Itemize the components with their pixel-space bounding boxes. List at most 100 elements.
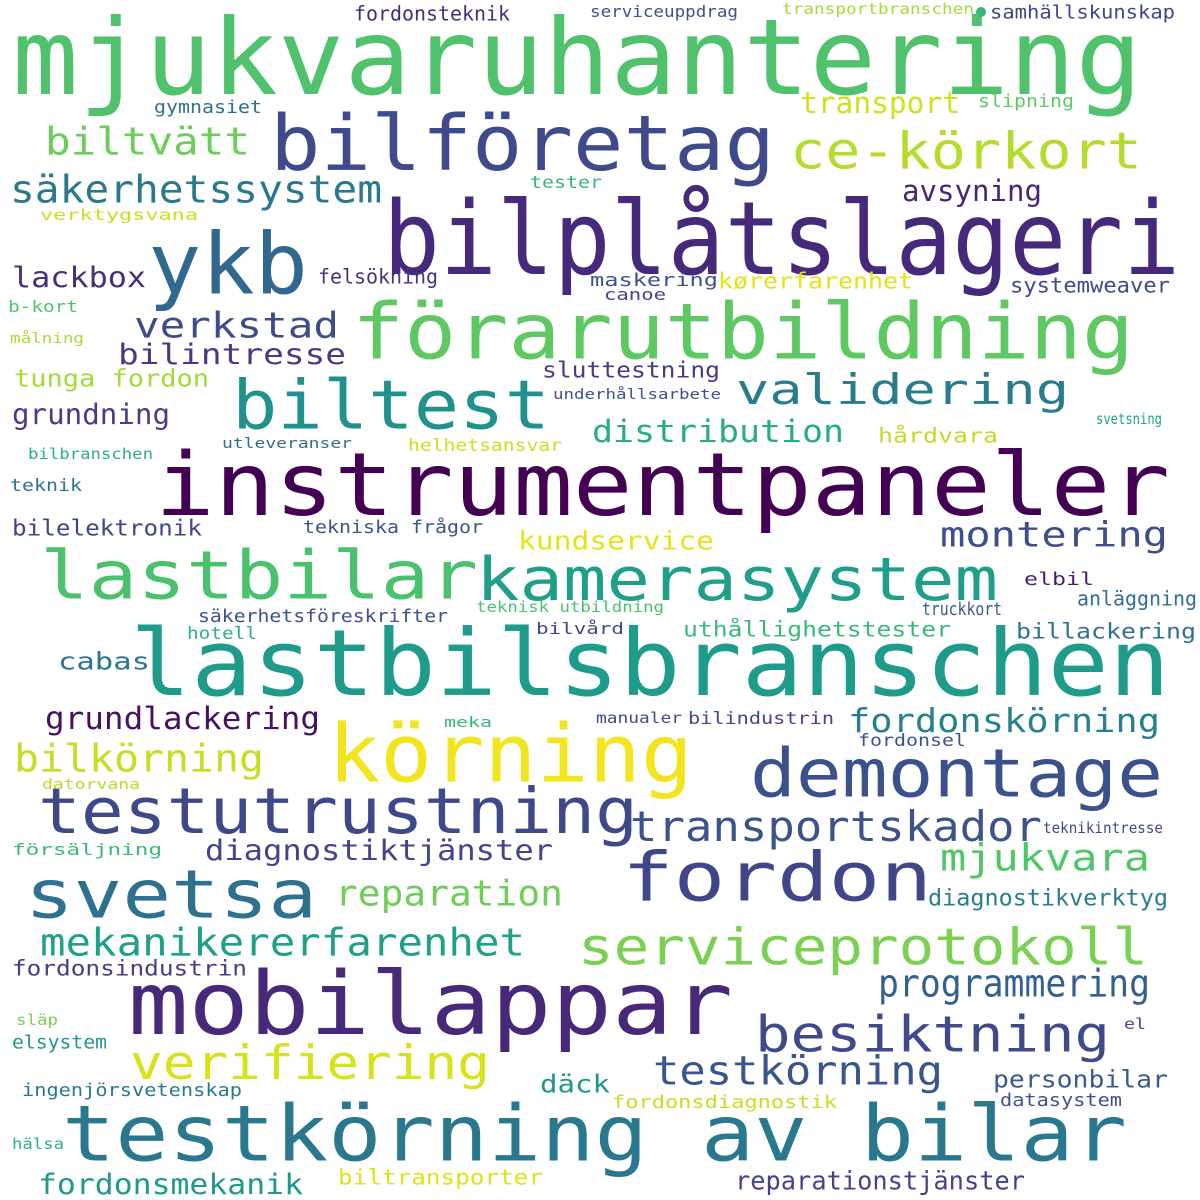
cloud-word: bilkörning bbox=[14, 736, 264, 781]
cloud-word: mjukvara bbox=[940, 837, 1150, 880]
cloud-word: avsyning bbox=[902, 175, 1042, 209]
cloud-word: testutrustning bbox=[38, 775, 638, 849]
cloud-word: däck bbox=[540, 1070, 610, 1099]
cloud-word: distribution bbox=[592, 413, 844, 450]
cloud-word: biltransporter bbox=[338, 1166, 543, 1191]
cloud-word: tester bbox=[530, 173, 602, 193]
cloud-word: datasystem bbox=[1000, 1089, 1122, 1111]
cloud-word: transport bbox=[800, 87, 960, 121]
cloud-word: kørerfarenhet bbox=[718, 268, 913, 295]
cloud-word: slipning bbox=[978, 90, 1074, 112]
cloud-word: bilplåtslageri bbox=[383, 179, 1180, 299]
cloud-word: ce-körkort bbox=[790, 121, 1142, 181]
cloud-word: släp bbox=[16, 1011, 58, 1029]
cloud-word: fordonsmekanik bbox=[38, 1169, 303, 1200]
cloud-word: fordonsdiagnostik bbox=[612, 1091, 837, 1113]
cloud-word: programmering bbox=[878, 961, 1150, 1006]
cloud-word: besiktning bbox=[755, 1005, 1110, 1064]
cloud-word: felsökning bbox=[318, 266, 438, 290]
cloud-word: diagnostiktjänster bbox=[205, 835, 553, 868]
cloud-word: biltvätt bbox=[45, 119, 250, 164]
cloud-word: helhetsansvar bbox=[408, 436, 562, 456]
cloud-word: lackbox bbox=[12, 262, 146, 295]
cloud-word: truckkort bbox=[922, 598, 1002, 620]
cloud-word: hotell bbox=[187, 624, 257, 644]
cloud-word: verktygsvana bbox=[40, 206, 198, 224]
cloud-word: systemweaver bbox=[1010, 274, 1170, 299]
cloud-word: anläggning bbox=[1077, 588, 1197, 612]
cloud-word: sluttestning bbox=[542, 357, 720, 384]
cloud-word: b-kort bbox=[8, 298, 78, 317]
cloud-word: bilföretag bbox=[270, 98, 775, 189]
cloud-word: bilvård bbox=[536, 620, 624, 639]
cloud-word: tekniska frågor bbox=[303, 516, 483, 538]
cloud-word: fordonsel bbox=[858, 731, 966, 751]
cloud-word: kamerasystem bbox=[476, 545, 998, 615]
cloud-word: elsystem bbox=[12, 1031, 107, 1054]
cloud-word: billackering bbox=[1016, 620, 1196, 645]
cloud-word: förarutbildning bbox=[352, 286, 1134, 378]
cloud-word: utleveranser bbox=[222, 435, 352, 452]
cloud-word: reparationstjänster bbox=[735, 1165, 1025, 1196]
cloud-word: ingenjörsvetenskap bbox=[22, 1079, 242, 1101]
cloud-word: diagnostikverktyg bbox=[928, 884, 1168, 912]
cloud-word: fordonsteknik bbox=[354, 3, 510, 27]
cloud-word: demontage bbox=[750, 735, 1163, 814]
cloud-word: serviceprotokoll bbox=[578, 917, 1148, 977]
cloud-word: säkerhetssystem bbox=[10, 167, 383, 212]
cloud-word: transportbranschen bbox=[782, 0, 974, 18]
cloud-word: transportskador bbox=[630, 802, 1042, 852]
cloud-word: försäljning bbox=[12, 841, 162, 860]
cloud-word: teknik bbox=[10, 476, 82, 496]
cloud-word: testkörning av bilar bbox=[62, 1088, 1127, 1180]
cloud-word: fordonsindustrin bbox=[12, 957, 247, 982]
cloud-word: teknikintresse bbox=[1043, 819, 1163, 837]
cloud-word: samhällskunskap bbox=[990, 1, 1175, 24]
cloud-word: fordon bbox=[622, 838, 932, 918]
cloud-word: mobilappar bbox=[128, 954, 733, 1056]
cloud-word: svetsa bbox=[25, 856, 317, 935]
cloud-word: underhållsarbete bbox=[553, 386, 721, 403]
cloud-word: lastbilsbranschen bbox=[130, 610, 1170, 718]
cloud-word: bilelektronik bbox=[12, 515, 202, 542]
cloud-word: elbil bbox=[1024, 568, 1094, 590]
cloud-word: meka bbox=[444, 714, 492, 731]
cloud-word: instrumentpaneler bbox=[155, 435, 1170, 537]
cloud-word: lastbilar bbox=[40, 537, 478, 616]
cloud-word: testkörning bbox=[653, 1048, 943, 1095]
cloud-word: bilintresse bbox=[118, 339, 346, 372]
cloud-word: teknisk utbildning bbox=[476, 598, 664, 616]
cloud-word: hårdvara bbox=[878, 425, 998, 449]
cloud-word: validering bbox=[736, 365, 1069, 415]
cloud-word: el bbox=[1124, 1015, 1146, 1033]
cloud-word: tunga fordon bbox=[14, 365, 209, 393]
cloud-word: grundning bbox=[12, 399, 170, 432]
cloud-word: kundservice bbox=[518, 525, 714, 556]
cloud-word: manualer bbox=[596, 709, 682, 727]
cloud-word: fordonskörning bbox=[848, 702, 1160, 741]
cloud-word: hälsa bbox=[12, 1135, 64, 1153]
cloud-word: datorvana bbox=[42, 776, 140, 793]
cloud-word: målning bbox=[10, 330, 84, 347]
cloud-word: gymnasiet bbox=[154, 96, 262, 118]
cloud-word: bilindustrin bbox=[688, 709, 834, 729]
cloud-word: reparation bbox=[335, 873, 563, 915]
cloud-word: biltest bbox=[232, 366, 550, 446]
cloud-word: mekanikererfarenhet bbox=[40, 920, 525, 965]
cloud-word: cabas bbox=[58, 648, 150, 676]
cloud-word: körning bbox=[328, 708, 693, 802]
cloud-word: grundlackering bbox=[45, 700, 320, 737]
decorative-dot bbox=[976, 7, 986, 17]
cloud-word: mjukvaruhantering bbox=[12, 0, 1142, 119]
cloud-word: maskering bbox=[590, 269, 718, 291]
cloud-word: uthållighetstester bbox=[683, 618, 951, 643]
cloud-word: verkstad bbox=[134, 305, 339, 347]
cloud-word: svetsning bbox=[1096, 410, 1162, 428]
cloud-word: säkerhetsföreskrifter bbox=[198, 605, 448, 627]
cloud-word: bilbranschen bbox=[28, 445, 153, 463]
cloud-word: serviceuppdrag bbox=[590, 3, 738, 22]
cloud-word: personbilar bbox=[993, 1066, 1168, 1094]
cloud-word: ykb bbox=[148, 214, 308, 314]
cloud-word: montering bbox=[940, 514, 1168, 556]
